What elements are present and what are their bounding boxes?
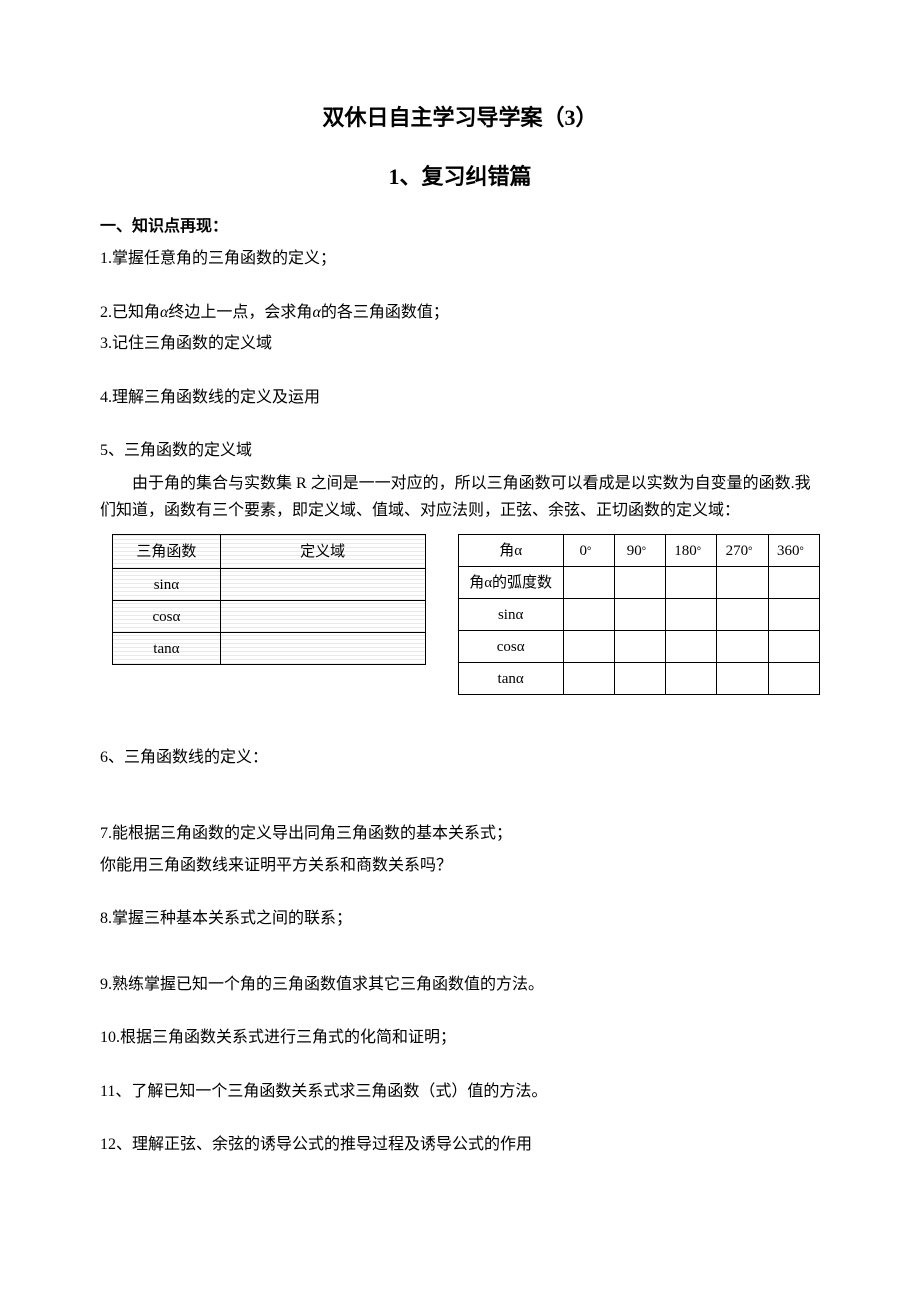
t1-cos-domain <box>220 601 425 633</box>
t2-val-90: 90。 <box>614 535 665 567</box>
t2-cos-90 <box>614 631 665 663</box>
point-6: 6、三角函数线的定义： <box>100 745 820 771</box>
t2-sin-360 <box>768 599 819 631</box>
point-7: 7.能根据三角函数的定义导出同角三角函数的基本关系式； <box>100 821 820 847</box>
point-1: 1.掌握任意角的三角函数的定义； <box>100 246 820 272</box>
t2-tan-90 <box>614 663 665 695</box>
p2-pre: 2.已知角 <box>100 304 160 321</box>
t1-row-sin: sinα <box>113 569 221 601</box>
t2-tan-360 <box>768 663 819 695</box>
t1-sin-domain <box>220 569 425 601</box>
t2-tan-label: tanα <box>458 663 563 695</box>
point-11: 11、了解已知一个三角函数关系式求三角函数（式）值的方法。 <box>100 1079 820 1105</box>
page-subtitle: 1、复习纠错篇 <box>100 159 820 194</box>
t2-sin-270 <box>717 599 768 631</box>
t2-val-360: 360。 <box>768 535 819 567</box>
t2-rad-0 <box>563 567 614 599</box>
t1-header-domain: 定义域 <box>220 535 425 569</box>
t2-rad-90 <box>614 567 665 599</box>
t2-cos-360 <box>768 631 819 663</box>
point-5: 5、三角函数的定义域 <box>100 438 820 464</box>
t1-row-tan: tanα <box>113 633 221 665</box>
p2-mid: 终边上一点，会求角 <box>168 304 312 321</box>
t2-tan-0 <box>563 663 614 695</box>
t1-row-cos: cosα <box>113 601 221 633</box>
angle-values-table: 角α 0。 90。 180。 270。 360。 角α的弧度数 sinα cos… <box>458 534 820 695</box>
t2-sin-90 <box>614 599 665 631</box>
t2-cos-label: cosα <box>458 631 563 663</box>
point-7b: 你能用三角函数线来证明平方关系和商数关系吗？ <box>100 853 820 879</box>
t2-tan-270 <box>717 663 768 695</box>
t2-val-180: 180。 <box>665 535 716 567</box>
t2-rad-360 <box>768 567 819 599</box>
t2-rad-270 <box>717 567 768 599</box>
t2-rad-180 <box>665 567 716 599</box>
tables-container: 三角函数 定义域 sinα cosα tanα 角α 0。 90。 180。 2… <box>100 534 820 695</box>
t2-radian-label: 角α的弧度数 <box>458 567 563 599</box>
t2-sin-0 <box>563 599 614 631</box>
section-heading: 一、知识点再现： <box>100 214 820 240</box>
t2-angle-label: 角α <box>458 535 563 567</box>
t2-cos-0 <box>563 631 614 663</box>
t2-cos-270 <box>717 631 768 663</box>
t1-tan-domain <box>220 633 425 665</box>
p2-alpha2: α <box>312 304 320 321</box>
point-10: 10.根据三角函数关系式进行三角式的化简和证明； <box>100 1025 820 1051</box>
t2-val-0: 0。 <box>563 535 614 567</box>
point-3: 3.记住三角函数的定义域 <box>100 331 820 357</box>
t2-sin-180 <box>665 599 716 631</box>
p2-post: 的各三角函数值； <box>321 304 449 321</box>
t2-sin-label: sinα <box>458 599 563 631</box>
point-2: 2.已知角α终边上一点，会求角α的各三角函数值； <box>100 300 820 326</box>
point-5-body: 由于角的集合与实数集 R 之间是一一对应的，所以三角函数可以看成是以实数为自变量… <box>100 470 820 524</box>
t2-val-270: 270。 <box>717 535 768 567</box>
t2-cos-180 <box>665 631 716 663</box>
page-title: 双休日自主学习导学案（3） <box>100 100 820 135</box>
domain-table: 三角函数 定义域 sinα cosα tanα <box>112 534 426 665</box>
t2-tan-180 <box>665 663 716 695</box>
t1-header-func: 三角函数 <box>113 535 221 569</box>
point-9: 9.熟练掌握已知一个角的三角函数值求其它三角函数值的方法。 <box>100 972 820 998</box>
point-8: 8.掌握三种基本关系式之间的联系； <box>100 906 820 932</box>
point-12: 12、理解正弦、余弦的诱导公式的推导过程及诱导公式的作用 <box>100 1132 820 1158</box>
point-4: 4.理解三角函数线的定义及运用 <box>100 385 820 411</box>
